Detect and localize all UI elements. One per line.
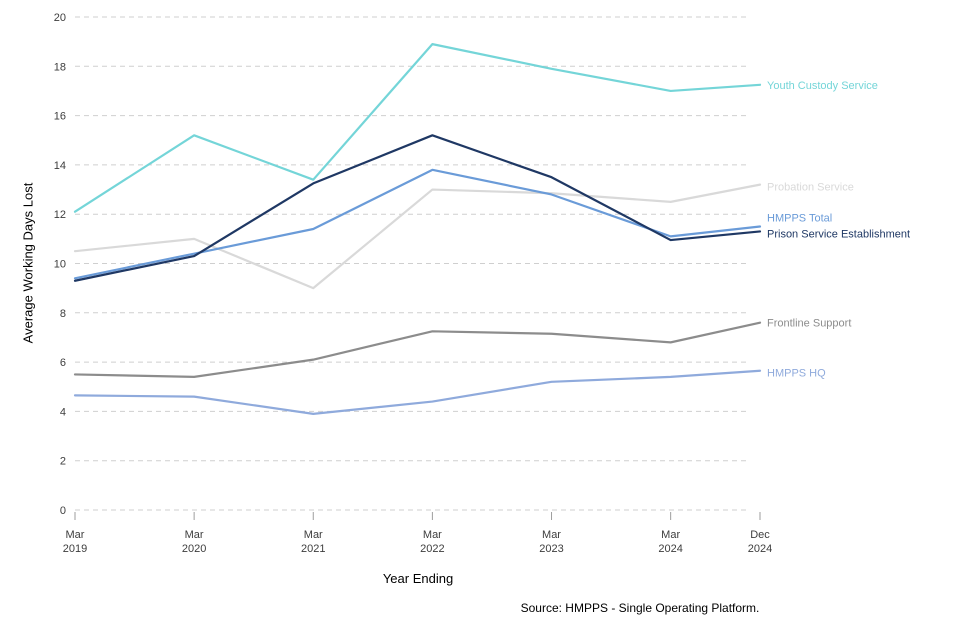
series-label-hmpps-hq: HMPPS HQ — [767, 368, 826, 380]
x-tick-label-month: Mar — [542, 529, 561, 541]
series-label-frontline-support: Frontline Support — [767, 318, 851, 330]
series-line-prison-service-establishment — [73, 134, 762, 282]
source-text: Source: HMPPS - Single Operating Platfor… — [520, 601, 760, 615]
x-tick-label-year: 2019 — [63, 543, 87, 555]
x-tick-label-month: Mar — [185, 529, 204, 541]
x-tick-label-month: Dec — [750, 529, 770, 541]
y-tick-label: 0 — [60, 505, 66, 517]
y-tick-label: 8 — [60, 308, 66, 320]
x-tick-label-year: 2023 — [539, 543, 563, 555]
x-tick-label-month: Mar — [304, 529, 323, 541]
x-tick-label-year: 2024 — [748, 543, 772, 555]
x-tick-label-year: 2020 — [182, 543, 206, 555]
series-line-hmpps-hq — [73, 369, 762, 415]
y-tick-label: 12 — [54, 209, 66, 221]
series-line-frontline-support — [73, 321, 762, 378]
y-tick-label: 16 — [54, 111, 66, 123]
y-tick-label: 2 — [60, 456, 66, 468]
x-tick-label-year: 2021 — [301, 543, 325, 555]
y-tick-label: 20 — [54, 12, 66, 24]
series-label-youth-custody-service: Youth Custody Service — [767, 80, 878, 92]
x-tick-label-year: 2022 — [420, 543, 444, 555]
y-tick-label: 14 — [54, 160, 66, 172]
series-line-youth-custody-service — [73, 43, 762, 213]
y-tick-label: 18 — [54, 61, 66, 73]
y-axis-title: Average Working Days Lost — [20, 182, 36, 344]
y-tick-label: 6 — [60, 357, 66, 369]
series-label-probation-service: Probation Service — [767, 182, 854, 194]
series-label-hmpps-total: HMPPS Total — [767, 213, 832, 225]
y-tick-label: 10 — [54, 259, 66, 271]
x-tick-label-year: 2024 — [658, 543, 682, 555]
series-line-hmpps-total — [73, 168, 762, 280]
x-tick-label-month: Mar — [661, 529, 680, 541]
series-line-probation-service — [73, 183, 762, 290]
series-label-prison-service-establishment: Prison Service Establishment — [767, 228, 910, 240]
y-tick-label: 4 — [60, 406, 66, 418]
x-tick-label-month: Mar — [66, 529, 85, 541]
x-axis-title: Year Ending — [382, 571, 454, 586]
x-tick-label-month: Mar — [423, 529, 442, 541]
